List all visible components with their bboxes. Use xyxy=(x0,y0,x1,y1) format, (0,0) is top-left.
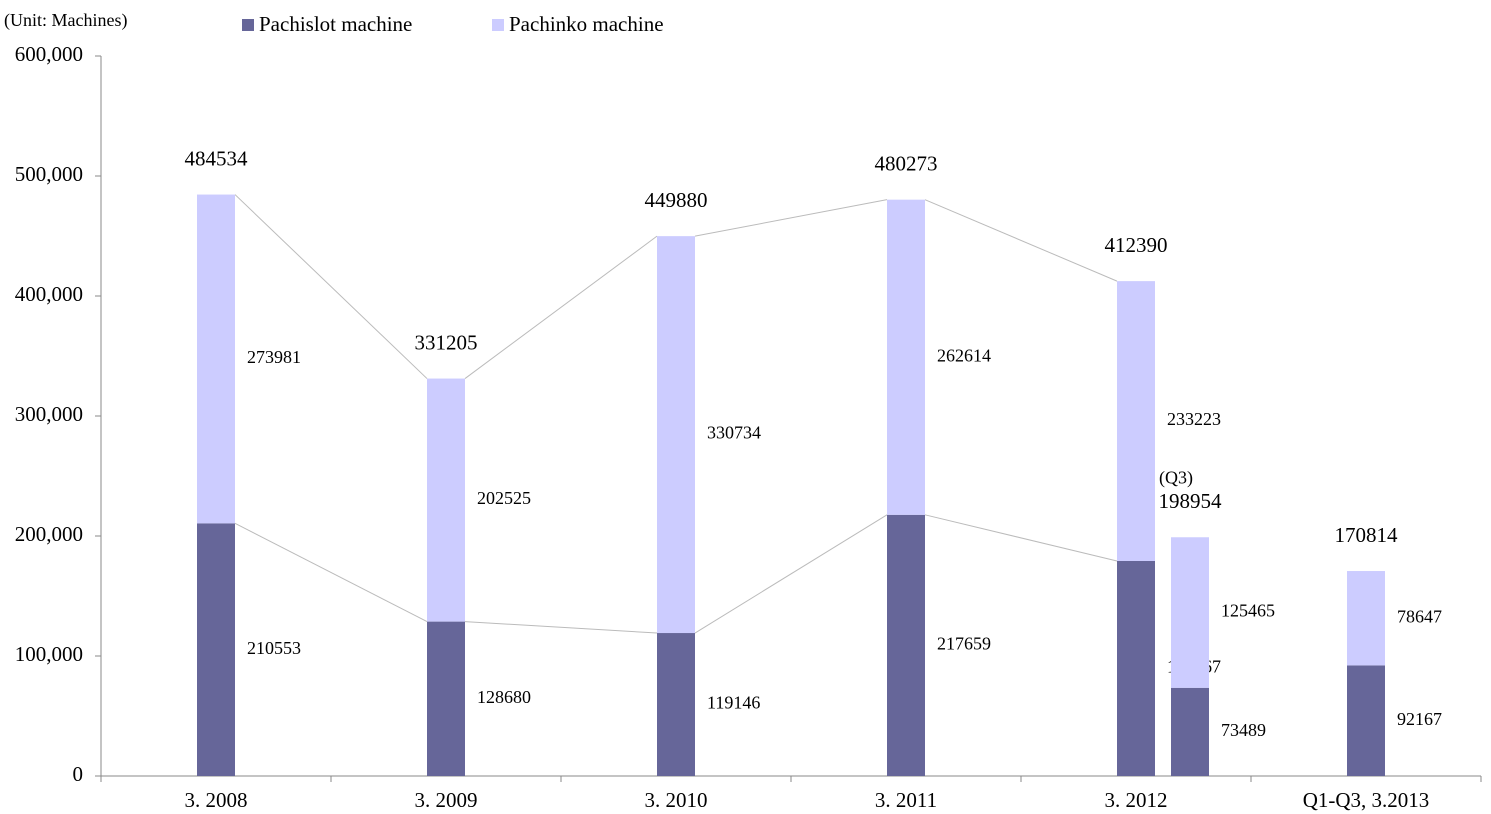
bar-segment xyxy=(887,514,925,776)
legend-label: Pachislot machine xyxy=(259,12,412,36)
legend-label: Pachinko machine xyxy=(509,12,664,36)
value-label: 125465 xyxy=(1221,601,1275,621)
connector xyxy=(924,199,1118,282)
connector xyxy=(694,514,888,634)
connector xyxy=(234,194,428,379)
x-tick-label: 3. 2008 xyxy=(185,788,248,812)
connector xyxy=(464,621,658,634)
total-label: 480273 xyxy=(875,151,938,175)
x-tick-label: Q1-Q3, 3.2013 xyxy=(1303,788,1430,812)
x-tick-label: 3. 2012 xyxy=(1105,788,1168,812)
y-tick-label: 300,000 xyxy=(15,402,83,426)
connector xyxy=(694,199,888,237)
sub-bar-label: (Q3) xyxy=(1159,467,1193,488)
bar-segment xyxy=(657,236,695,634)
legend-swatch xyxy=(242,19,254,31)
total-label: 198954 xyxy=(1159,489,1223,513)
total-label: 170814 xyxy=(1335,523,1399,547)
value-label: 119146 xyxy=(707,693,760,713)
value-label: 233223 xyxy=(1167,409,1221,429)
bar-segment xyxy=(1171,687,1209,776)
y-tick-label: 500,000 xyxy=(15,162,83,186)
y-tick-label: 0 xyxy=(73,762,84,786)
y-tick-label: 100,000 xyxy=(15,642,83,666)
value-label: 273981 xyxy=(247,347,301,367)
bar-segment xyxy=(1171,537,1209,688)
value-label: 262614 xyxy=(937,345,991,365)
value-label: 73489 xyxy=(1221,720,1266,740)
y-axis-label: (Unit: Machines) xyxy=(4,10,127,31)
total-label: 449880 xyxy=(645,188,708,212)
value-label: 202525 xyxy=(477,488,531,508)
connector xyxy=(464,235,658,379)
connector xyxy=(234,522,428,623)
value-label: 210553 xyxy=(247,638,301,658)
bar-segment xyxy=(1347,571,1385,666)
bar-segment xyxy=(657,633,695,776)
bar-segment xyxy=(1117,281,1155,561)
bar-segment xyxy=(197,194,235,524)
value-label: 217659 xyxy=(937,634,991,654)
legend-swatch xyxy=(492,19,504,31)
x-tick-label: 3. 2010 xyxy=(645,788,708,812)
bar-segment xyxy=(197,523,235,776)
y-tick-label: 200,000 xyxy=(15,522,83,546)
total-label: 412390 xyxy=(1105,233,1168,257)
x-tick-label: 3. 2009 xyxy=(415,788,478,812)
value-label: 128680 xyxy=(477,687,531,707)
bar-segment xyxy=(1117,560,1155,776)
x-tick-label: 3. 2011 xyxy=(875,788,937,812)
bar-segment xyxy=(427,378,465,622)
y-tick-label: 400,000 xyxy=(15,282,83,306)
value-label: 330734 xyxy=(707,423,761,443)
total-label: 331205 xyxy=(415,330,478,354)
value-label: 92167 xyxy=(1397,709,1442,729)
bar-segment xyxy=(427,621,465,776)
value-label: 78647 xyxy=(1397,606,1442,626)
y-tick-label: 600,000 xyxy=(15,42,83,66)
bar-segment xyxy=(1347,665,1385,776)
total-label: 484534 xyxy=(185,146,249,170)
connector xyxy=(924,514,1118,562)
bar-segment xyxy=(887,199,925,515)
